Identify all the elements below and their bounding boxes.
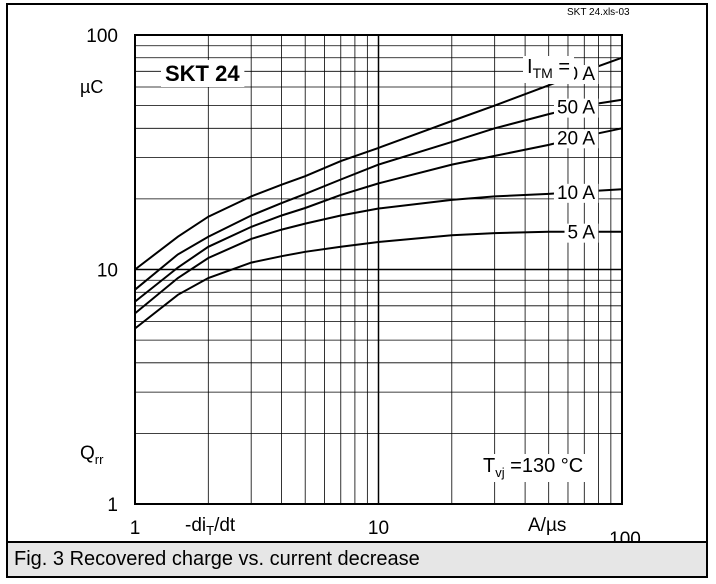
series-label-bg [553,98,599,118]
condition-label: Tvj =130 °C [483,455,583,480]
series-label: 50 A [557,98,595,119]
x-axis-label: -diT/dt [185,515,236,538]
y-tick-label: 1 [107,495,118,516]
curves [134,56,623,330]
grid [134,34,623,505]
caption-bar [6,541,708,578]
series-label: 5 A [568,223,596,244]
x-tick-label: 10 [368,518,389,539]
source-tag: SKT 24.xls-03 [567,7,630,18]
legend-header-bg [523,56,575,83]
chart-title-bg [161,60,245,87]
x-axis-unit: A/µs [528,515,566,536]
series-label-bg [553,183,599,203]
series-line-100a [134,56,623,271]
series-line-20a [134,127,623,303]
figure-caption: Fig. 3 Recovered charge vs. current decr… [14,548,420,570]
y-tick-label: 100 [86,26,118,47]
series-label: 20 A [557,128,595,149]
series-line-50a [134,98,623,291]
x-tick-label: 1 [130,518,141,539]
series-label-bg [553,129,599,149]
y-axis-unit: µC [80,77,103,97]
series-label: 10 A [557,183,595,204]
legend-header: ITM = [527,56,570,81]
chart-title: SKT 24 [165,61,240,86]
series-line-5a [134,230,622,330]
series-label-bg [564,223,599,243]
y-axis-label: Qrr [80,443,104,467]
y-tick-label: 10 [97,261,118,282]
condition-label-bg [479,454,588,482]
series-line-10a [134,188,623,315]
